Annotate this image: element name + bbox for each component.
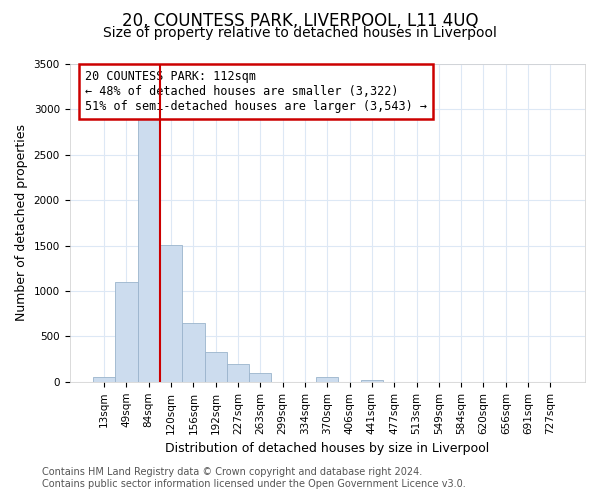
Text: 20 COUNTESS PARK: 112sqm
← 48% of detached houses are smaller (3,322)
51% of sem: 20 COUNTESS PARK: 112sqm ← 48% of detach…	[85, 70, 427, 114]
Bar	[182, 323, 205, 382]
Text: Contains HM Land Registry data © Crown copyright and database right 2024.
Contai: Contains HM Land Registry data © Crown c…	[42, 468, 466, 489]
Bar	[93, 378, 115, 382]
Bar	[205, 352, 227, 382]
Bar	[115, 282, 137, 382]
Bar	[249, 372, 271, 382]
Text: Size of property relative to detached houses in Liverpool: Size of property relative to detached ho…	[103, 26, 497, 40]
Text: 20, COUNTESS PARK, LIVERPOOL, L11 4UQ: 20, COUNTESS PARK, LIVERPOOL, L11 4UQ	[122, 12, 478, 30]
Bar	[316, 377, 338, 382]
Bar	[361, 380, 383, 382]
Bar	[160, 244, 182, 382]
X-axis label: Distribution of detached houses by size in Liverpool: Distribution of detached houses by size …	[165, 442, 490, 455]
Bar	[137, 116, 160, 382]
Bar	[227, 364, 249, 382]
Y-axis label: Number of detached properties: Number of detached properties	[15, 124, 28, 322]
